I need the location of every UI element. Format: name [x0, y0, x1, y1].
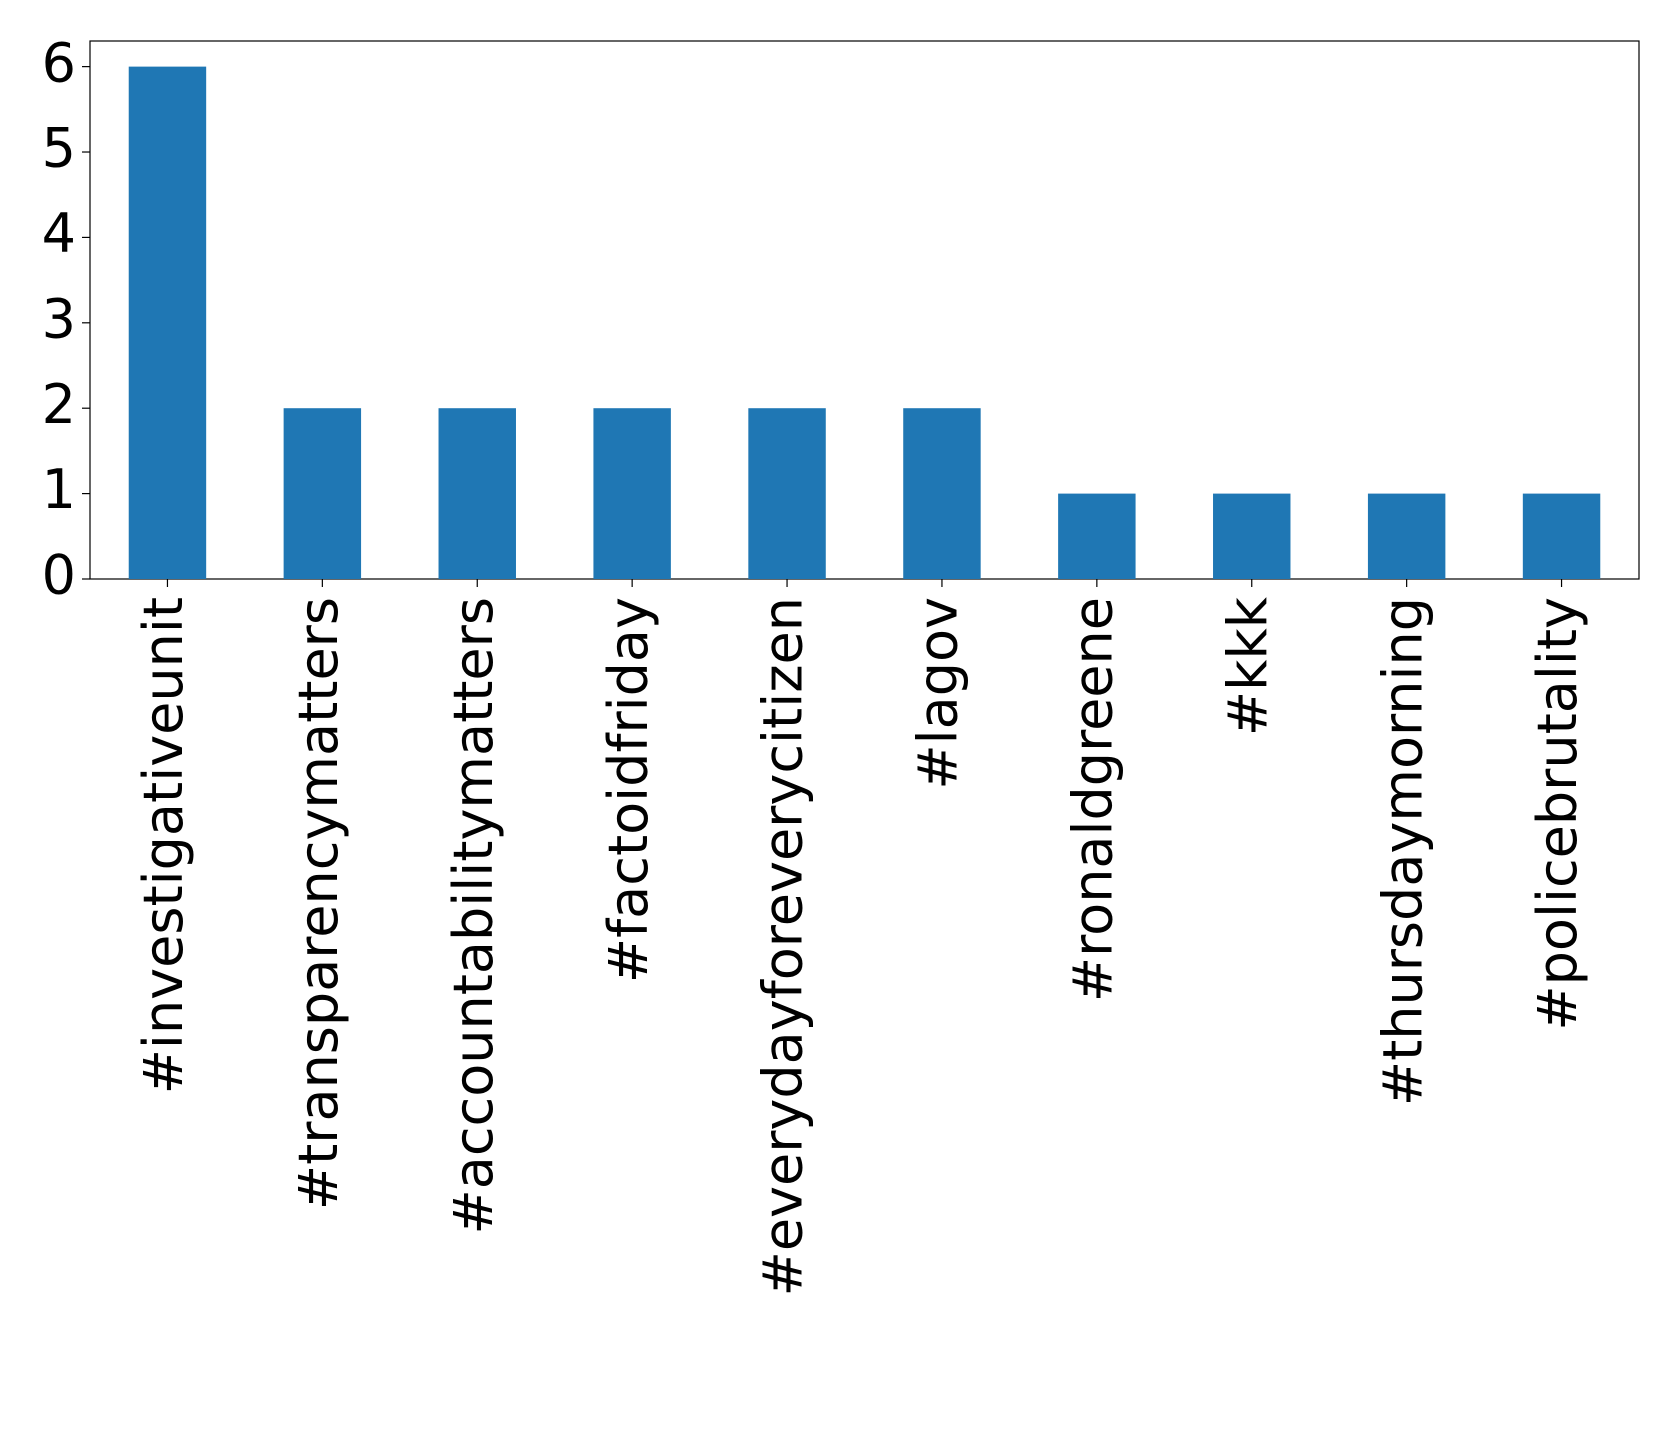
y-tick-label: 0	[42, 544, 76, 607]
x-tick-label: #accountabilitymatters	[442, 597, 505, 1234]
x-tick-label: #transparencymatters	[287, 597, 350, 1210]
bar	[748, 408, 826, 579]
axes-frame	[89, 40, 1640, 580]
y-tick-label: 1	[42, 458, 76, 521]
x-tick-label: #ronaldgreene	[1061, 597, 1124, 1002]
bar	[1522, 493, 1601, 579]
bar	[1213, 493, 1291, 579]
y-tick-label: 5	[42, 117, 76, 180]
x-tick-label: #policebrutality	[1526, 597, 1589, 1031]
x-tick-label: #everydayforeverycitizen	[752, 597, 815, 1296]
x-tick-label: #lagov	[907, 597, 970, 790]
bar	[283, 408, 362, 579]
bar	[438, 408, 516, 579]
x-tick-label: #kkk	[1216, 596, 1279, 736]
y-tick-label: 6	[42, 31, 76, 94]
bar	[593, 408, 671, 579]
bar	[1367, 493, 1446, 579]
y-tick-label: 4	[42, 202, 76, 265]
bar	[1058, 493, 1136, 579]
x-tick-label: #factoidfriday	[597, 597, 660, 983]
x-tick-label: #thursdaymorning	[1371, 597, 1434, 1106]
bar	[128, 66, 207, 580]
bar	[903, 408, 981, 579]
x-tick-label: #investigativeunit	[132, 597, 195, 1094]
y-tick-label: 3	[42, 287, 76, 350]
y-tick-label: 2	[42, 373, 76, 436]
